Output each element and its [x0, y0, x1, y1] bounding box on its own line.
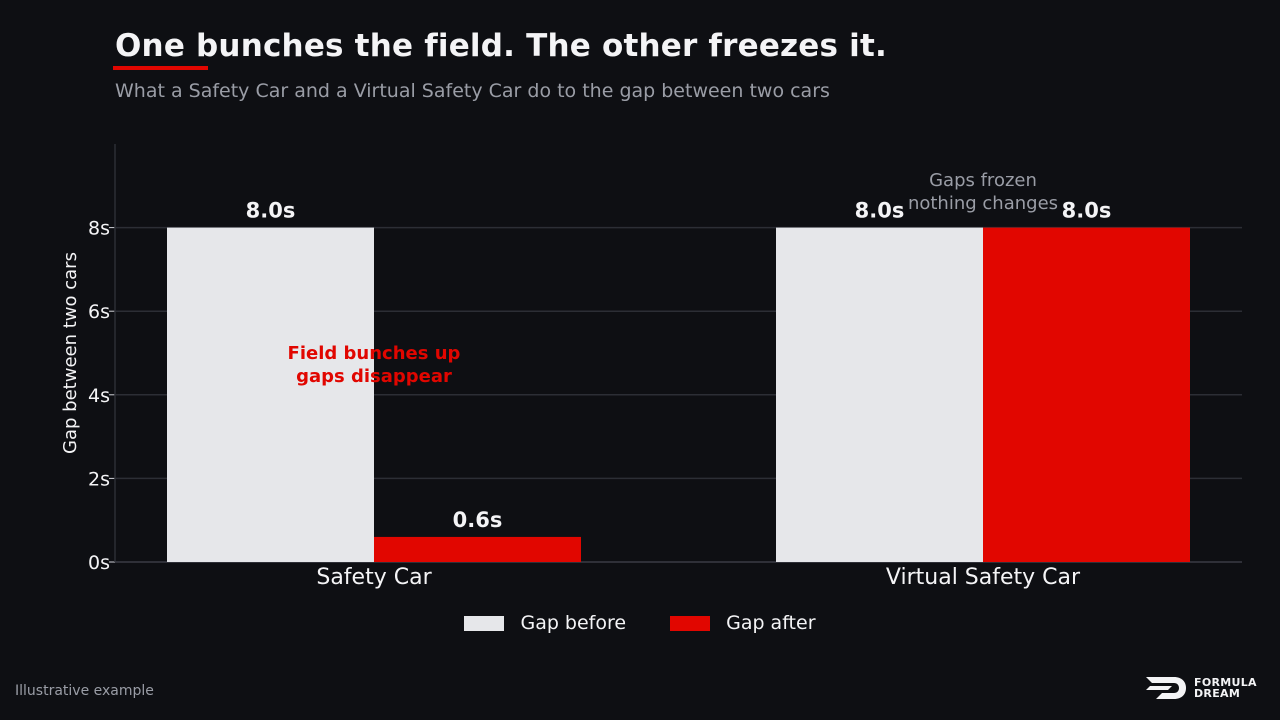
annotation-line: nothing changes	[908, 193, 1058, 214]
y-tick-label: 8s	[88, 218, 110, 240]
data-label: 0.6s	[453, 508, 503, 532]
y-tick-label: 6s	[88, 301, 110, 323]
x-tick-label: Safety Car	[316, 565, 432, 590]
x-tick-label: Virtual Safety Car	[886, 565, 1081, 590]
y-axis-label: Gap between two cars	[60, 252, 81, 454]
footnote: Illustrative example	[15, 683, 154, 699]
chart-legend: Gap before Gap after	[0, 612, 1280, 634]
brand-mark-icon	[1146, 677, 1186, 699]
bar-after	[374, 536, 581, 562]
legend-label-after: Gap after	[726, 612, 816, 634]
y-tick-label: 2s	[88, 468, 110, 490]
bar-before	[776, 227, 983, 562]
legend-swatch-after	[670, 615, 711, 631]
brand-line-2: DREAM	[1194, 687, 1241, 700]
legend-label-before: Gap before	[520, 612, 627, 634]
data-label: 8.0s	[1062, 199, 1112, 223]
brand-wordmark: FORMULA DREAM	[1194, 677, 1257, 699]
annotation-line: Gaps frozen	[929, 170, 1037, 191]
legend-swatch-before	[464, 615, 505, 631]
data-label: 8.0s	[246, 199, 296, 223]
brand-logo: FORMULA DREAM	[1144, 674, 1257, 702]
y-tick-label: 4s	[88, 385, 110, 407]
title-accent-line	[113, 66, 208, 70]
page-subtitle: What a Safety Car and a Virtual Safety C…	[115, 80, 830, 102]
brand-line-1: FORMULA	[1194, 676, 1257, 689]
annotation-line: Field bunches up	[288, 343, 461, 364]
bar-before	[167, 227, 374, 562]
y-tick-label: 0s	[88, 552, 110, 574]
legend-item-before: Gap before	[464, 612, 626, 634]
annotation-line: gaps disappear	[296, 366, 452, 387]
bar-after	[983, 227, 1190, 562]
legend-item-after: Gap after	[670, 612, 816, 634]
page-title: One bunches the field. The other freezes…	[115, 28, 887, 64]
data-label: 8.0s	[855, 199, 905, 223]
